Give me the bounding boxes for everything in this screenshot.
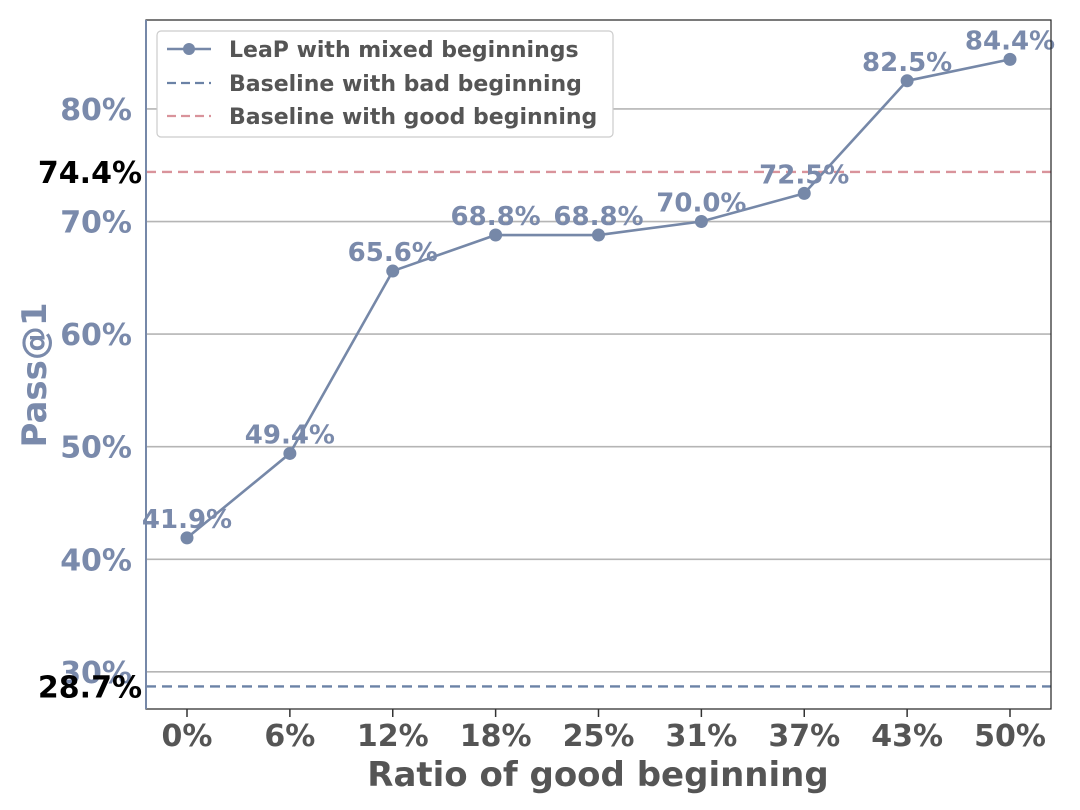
data-label: 72.5% bbox=[759, 160, 849, 190]
x-axis-label: Ratio of good beginning bbox=[367, 755, 828, 795]
y-axis-label: Pass@1 bbox=[15, 302, 55, 447]
legend-label-good-baseline: Baseline with good beginning bbox=[229, 105, 597, 130]
data-label: 41.9% bbox=[142, 505, 232, 535]
good-baseline-tick-label: 74.4% bbox=[38, 156, 142, 191]
bad-baseline-tick-label: 28.7% bbox=[38, 670, 142, 705]
legend-frame bbox=[156, 30, 614, 138]
reference-lines bbox=[146, 170, 1051, 688]
data-label: 82.5% bbox=[862, 48, 952, 78]
data-label: 65.6% bbox=[348, 238, 438, 268]
data-label: 49.4% bbox=[245, 420, 335, 450]
x-tick-label: 31% bbox=[665, 719, 737, 754]
data-labels: 41.9% 49.4% 65.6% 68.8% 68.8% 70.0% 72.5% 82.5%… bbox=[142, 26, 1055, 534]
tick-labels: 30% 40% 50% 60% 70% 80% 28.7% 74.4% 0% 6% 12% 18% 25… bbox=[38, 93, 1046, 754]
data-point bbox=[694, 215, 708, 229]
data-point bbox=[592, 228, 605, 242]
y-tick-label: 60% bbox=[60, 318, 132, 353]
data-point bbox=[180, 531, 194, 545]
x-tick-label: 18% bbox=[460, 719, 532, 754]
legend: LeaP with mixed beginnings Baseline with… bbox=[156, 30, 614, 138]
y-tick-label: 80% bbox=[60, 93, 132, 128]
data-point bbox=[489, 228, 503, 242]
data-label: 84.4% bbox=[965, 26, 1055, 56]
y-tick-label: 70% bbox=[60, 206, 132, 241]
series-layer bbox=[180, 52, 1017, 545]
legend-series-marker bbox=[183, 43, 195, 55]
x-tick-label: 0% bbox=[162, 719, 213, 754]
legend-label-leap: LeaP with mixed beginnings bbox=[229, 38, 579, 63]
y-tick-label: 40% bbox=[60, 543, 132, 578]
legend-label-bad-baseline: Baseline with bad beginning bbox=[229, 72, 582, 97]
data-label: 68.8% bbox=[553, 202, 643, 232]
x-tick-label: 25% bbox=[563, 719, 635, 754]
data-label: 70.0% bbox=[656, 189, 746, 219]
data-point bbox=[1003, 52, 1017, 66]
x-tick-label: 37% bbox=[768, 719, 840, 754]
data-point bbox=[797, 186, 811, 200]
y-tick-label: 50% bbox=[60, 431, 132, 466]
data-point bbox=[283, 446, 297, 460]
data-label: 68.8% bbox=[451, 202, 541, 232]
x-tick-label: 6% bbox=[264, 719, 315, 754]
x-tick-label: 12% bbox=[357, 719, 429, 754]
data-point bbox=[900, 74, 914, 88]
x-tick-label: 50% bbox=[974, 719, 1046, 754]
data-point bbox=[386, 264, 400, 278]
axes bbox=[145, 19, 1052, 717]
gridlines bbox=[146, 108, 1051, 673]
y-tick-label: 30% bbox=[60, 656, 132, 691]
x-tick-label: 43% bbox=[871, 719, 943, 754]
